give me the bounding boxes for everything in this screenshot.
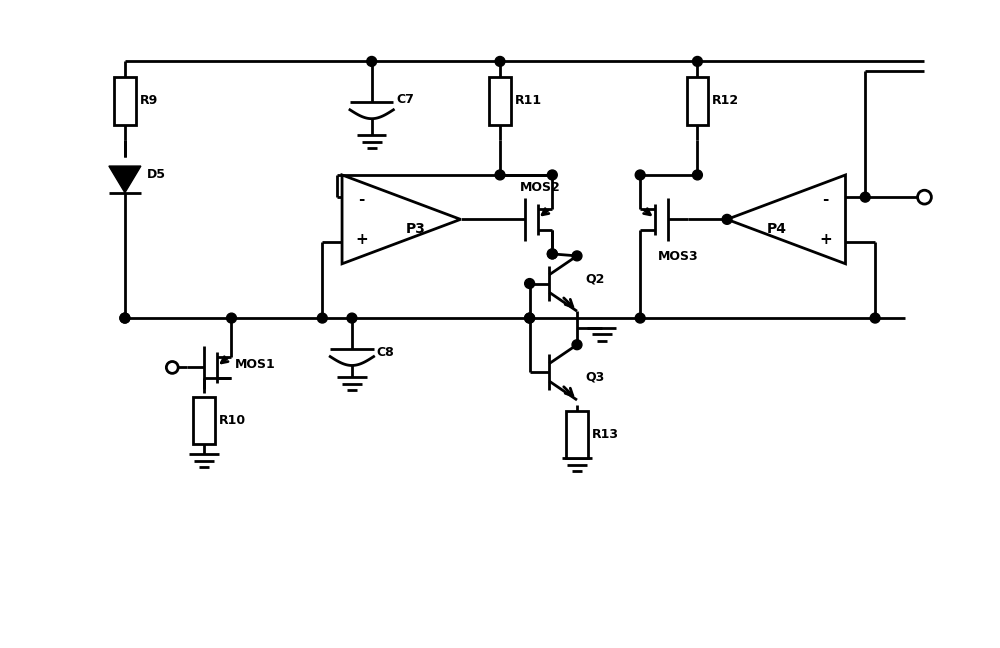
Text: -: -	[823, 192, 829, 207]
Text: R9: R9	[140, 95, 158, 108]
Circle shape	[692, 170, 702, 180]
Text: P3: P3	[406, 222, 426, 237]
Text: Q3: Q3	[585, 371, 604, 384]
Bar	[566, 411, 588, 458]
Circle shape	[722, 214, 732, 224]
Circle shape	[547, 249, 557, 259]
Circle shape	[525, 313, 535, 323]
Text: C8: C8	[377, 346, 394, 359]
Circle shape	[870, 313, 880, 323]
Circle shape	[635, 170, 645, 180]
Circle shape	[572, 251, 582, 261]
Text: R13: R13	[592, 428, 619, 441]
Text: +: +	[355, 231, 368, 247]
Circle shape	[495, 56, 505, 66]
Circle shape	[227, 313, 236, 323]
Text: R10: R10	[219, 414, 246, 427]
Text: Q2: Q2	[585, 272, 604, 285]
Circle shape	[547, 170, 557, 180]
Text: P4: P4	[766, 222, 786, 237]
Polygon shape	[727, 175, 845, 264]
Text: R11: R11	[515, 95, 542, 108]
Circle shape	[120, 313, 130, 323]
Bar	[489, 77, 511, 124]
Text: -: -	[359, 192, 365, 207]
Circle shape	[367, 56, 377, 66]
Circle shape	[495, 170, 505, 180]
Circle shape	[692, 56, 702, 66]
Bar	[687, 77, 708, 124]
Circle shape	[166, 362, 178, 373]
Text: MOS1: MOS1	[234, 358, 275, 371]
Circle shape	[547, 249, 557, 259]
Text: D5: D5	[147, 168, 166, 181]
Circle shape	[525, 313, 535, 323]
Circle shape	[120, 313, 130, 323]
Bar	[114, 77, 136, 124]
Bar	[193, 397, 215, 445]
Text: MOS2: MOS2	[520, 181, 560, 194]
Text: +: +	[819, 231, 832, 247]
Polygon shape	[342, 175, 461, 264]
Circle shape	[635, 313, 645, 323]
Circle shape	[860, 192, 870, 202]
Circle shape	[317, 313, 327, 323]
Text: C7: C7	[396, 93, 414, 106]
Circle shape	[572, 340, 582, 350]
Circle shape	[347, 313, 357, 323]
Circle shape	[525, 279, 535, 288]
Polygon shape	[109, 166, 141, 192]
Circle shape	[918, 191, 931, 204]
Text: MOS3: MOS3	[658, 250, 699, 263]
Text: R12: R12	[712, 95, 739, 108]
